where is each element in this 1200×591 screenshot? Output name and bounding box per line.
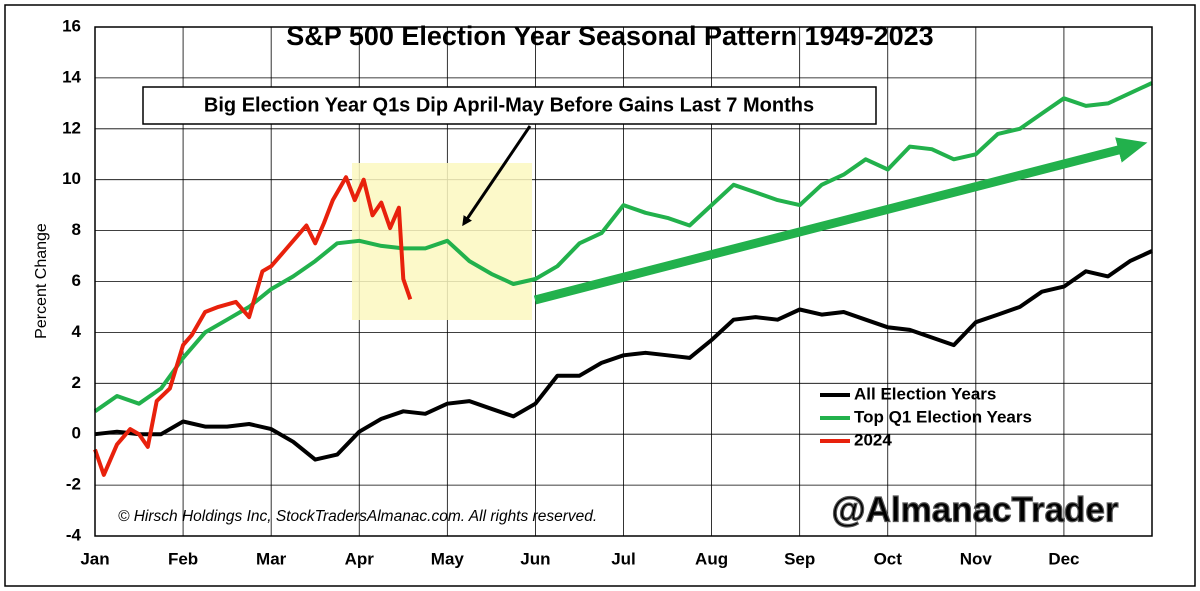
x-tick-label: Mar: [256, 549, 287, 568]
chart-title: S&P 500 Election Year Seasonal Pattern 1…: [286, 21, 933, 51]
x-tick-label: Sep: [784, 549, 815, 568]
lines: [93, 81, 1153, 477]
y-tick-label: 0: [72, 424, 81, 443]
series-line: [93, 175, 413, 477]
x-tick-label: Jan: [80, 549, 109, 568]
trend-arrow: [533, 137, 1148, 305]
legend: All Election Years Top Q1 Election Years 2…: [820, 384, 1032, 449]
legend-label: All Election Years: [854, 384, 996, 403]
series-line: [94, 249, 1153, 462]
callout-arrow: [462, 125, 532, 227]
x-tick-label: Oct: [874, 549, 903, 568]
y-tick-label: 4: [72, 322, 82, 341]
y-tick-label: 2: [72, 373, 81, 392]
y-tick-label: 10: [62, 169, 81, 188]
y-tick-label: -2: [66, 475, 81, 494]
callout-box: [142, 86, 877, 125]
y-tick-label: 16: [62, 16, 81, 35]
y-tick-label: 6: [72, 271, 81, 290]
watermark: @AlmanacTrader: [831, 490, 1118, 529]
x-tick-label: May: [431, 549, 465, 568]
x-tick-label: Aug: [695, 549, 728, 568]
copyright: © Hirsch Holdings Inc, StockTradersAlman…: [118, 508, 597, 525]
callout-text: Big Election Year Q1s Dip April-May Befo…: [204, 94, 814, 116]
legend-label: 2024: [854, 430, 892, 449]
x-tick-label: Apr: [345, 549, 375, 568]
x-tick-label: Jun: [520, 549, 550, 568]
x-tick-label: Nov: [960, 549, 993, 568]
x-tick-label: Jul: [611, 549, 636, 568]
y-tick-label: 14: [62, 67, 81, 86]
y-tick-label: -4: [66, 525, 82, 544]
x-tick-label: Feb: [168, 549, 198, 568]
y-tick-label: 8: [72, 220, 81, 239]
series-line: [93, 81, 1153, 413]
plot-frame: [94, 26, 1153, 537]
x-tick-label: Dec: [1048, 549, 1079, 568]
y-axis-label: Percent Change: [33, 223, 50, 339]
legend-label: Top Q1 Election Years: [854, 407, 1032, 426]
y-tick-label: 12: [62, 118, 81, 137]
